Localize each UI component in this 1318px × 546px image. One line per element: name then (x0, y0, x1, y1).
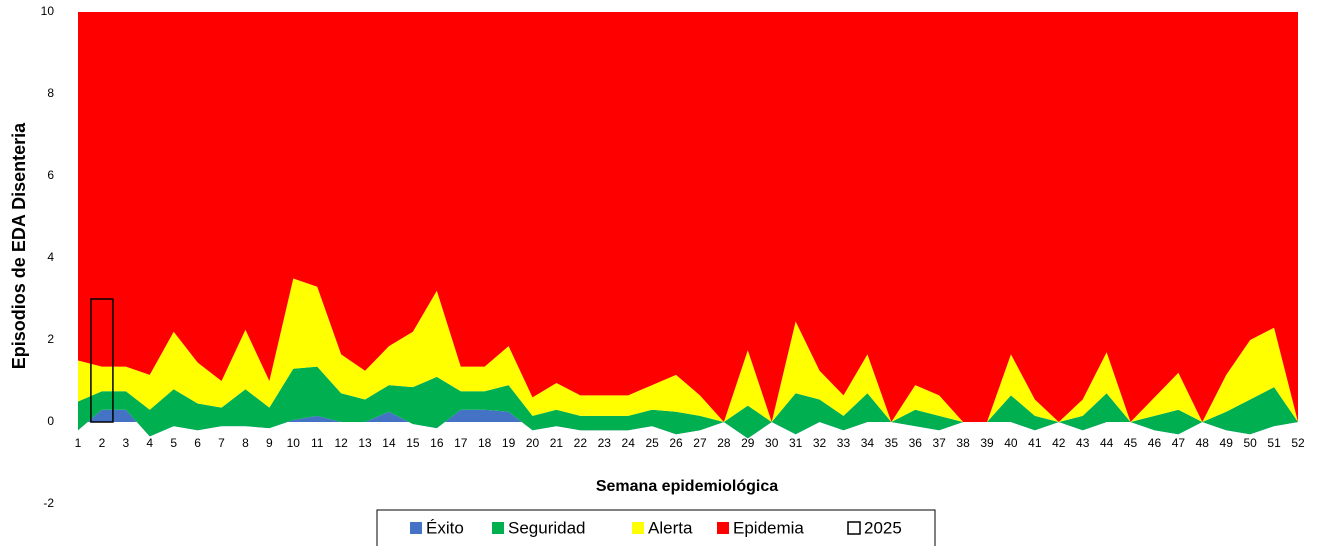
legend-swatch (847, 521, 861, 535)
x-tick-label: 47 (1172, 436, 1186, 450)
x-tick-label: 4 (146, 436, 153, 450)
x-tick-label: 24 (622, 436, 636, 450)
x-tick-label: 28 (717, 436, 731, 450)
x-tick-label: 35 (885, 436, 899, 450)
area (78, 278, 1298, 422)
legend-swatch (410, 522, 422, 534)
x-tick-label: 46 (1148, 436, 1162, 450)
x-tick-label: 11 (311, 436, 324, 450)
x-tick-label: 20 (526, 436, 540, 450)
y-tick-label: 2 (47, 332, 54, 346)
area (78, 12, 1298, 422)
x-tick-label: 9 (266, 436, 273, 450)
x-tick-label: 51 (1267, 436, 1281, 450)
x-tick-label: 52 (1291, 436, 1305, 450)
legend-label: 2025 (864, 518, 902, 537)
x-tick-label: 40 (1004, 436, 1018, 450)
y-tick-label: 8 (47, 86, 54, 100)
x-tick-label: 19 (502, 436, 516, 450)
x-tick-label: 27 (693, 436, 707, 450)
x-tick-label: 13 (358, 436, 372, 450)
y-tick-label: -2 (43, 496, 54, 510)
y-tick-label: 10 (41, 4, 55, 18)
y-tick-label: 0 (47, 414, 54, 428)
x-tick-label: 15 (406, 436, 420, 450)
x-tick-label: 16 (430, 436, 444, 450)
x-tick-label: 39 (980, 436, 994, 450)
x-tick-label: 30 (765, 436, 779, 450)
x-tick-label: 48 (1196, 436, 1210, 450)
x-tick-label: 32 (813, 436, 827, 450)
x-tick-label: 43 (1076, 436, 1090, 450)
x-tick-label: 36 (909, 436, 923, 450)
x-axis-title: Semana epidemiológica (596, 478, 778, 495)
legend-swatch (717, 522, 729, 534)
x-tick-label: 34 (861, 436, 875, 450)
x-tick-label: 31 (789, 436, 803, 450)
x-tick-label: 41 (1028, 436, 1042, 450)
x-tick-label: 6 (194, 436, 201, 450)
x-tick-label: 21 (550, 436, 564, 450)
x-tick-label: 25 (645, 436, 659, 450)
y-tick-label: 6 (47, 168, 54, 182)
x-tick-label: 8 (242, 436, 249, 450)
x-tick-label: 1 (75, 436, 82, 450)
legend-box (376, 509, 936, 546)
legend-label: Epidemia (733, 518, 804, 537)
x-tick-label: 50 (1243, 436, 1257, 450)
legend-label: Alerta (648, 518, 693, 537)
x-tick-label: 17 (454, 436, 468, 450)
x-tick-label: 5 (170, 436, 177, 450)
x-tick-label: 14 (382, 436, 396, 450)
legend-label: Seguridad (508, 518, 586, 537)
legend-swatch (632, 522, 644, 534)
legend-label: Éxito (426, 518, 464, 537)
x-tick-label: 7 (218, 436, 225, 450)
legend-swatch (492, 522, 504, 534)
x-tick-label: 22 (574, 436, 588, 450)
x-tick-label: 23 (598, 436, 612, 450)
area (78, 366, 1298, 439)
x-tick-label: 44 (1100, 436, 1114, 450)
x-tick-label: 26 (669, 436, 683, 450)
x-tick-label: 10 (287, 436, 301, 450)
x-tick-label: 49 (1220, 436, 1234, 450)
x-tick-label: 18 (478, 436, 492, 450)
x-tick-label: 12 (334, 436, 348, 450)
bar (90, 298, 114, 423)
y-axis-title: Episodios de EDA Disenteria (9, 122, 29, 369)
x-tick-label: 29 (741, 436, 755, 450)
y-tick-label: 4 (47, 250, 54, 264)
x-tick-label: 2 (99, 436, 106, 450)
x-tick-label: 42 (1052, 436, 1066, 450)
x-tick-label: 3 (122, 436, 129, 450)
x-tick-label: 38 (956, 436, 970, 450)
x-tick-label: 37 (932, 436, 946, 450)
x-tick-label: 33 (837, 436, 851, 450)
x-tick-label: 45 (1124, 436, 1138, 450)
